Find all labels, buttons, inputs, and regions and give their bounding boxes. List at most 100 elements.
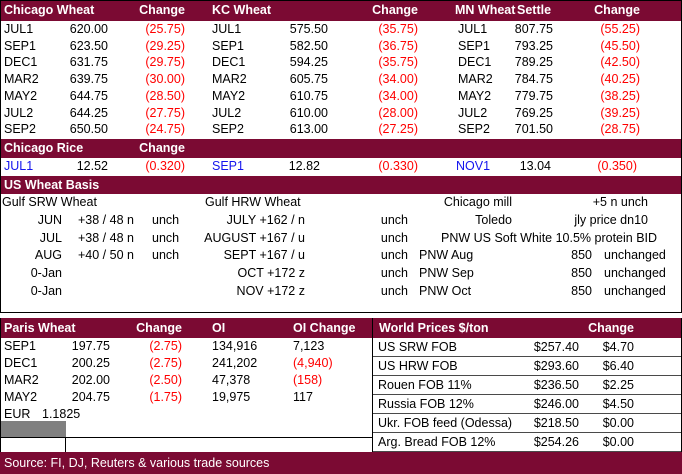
settle-cell: 701.50 xyxy=(514,122,553,137)
paris-title: Paris Wheat xyxy=(4,321,76,335)
oi-change-cell: 117 xyxy=(293,390,313,404)
world-header-band: World Prices $/ton Change xyxy=(373,318,681,338)
price-cell: 631.75 xyxy=(69,55,108,70)
table-row: SEP1 793.25 (45.50) xyxy=(455,38,682,55)
oi-cell: 19,975 xyxy=(212,390,251,404)
price-cell: $218.50 xyxy=(533,416,579,430)
mill-value: +5 n unch xyxy=(592,195,648,209)
change-cell: (42.50) xyxy=(600,55,640,70)
month-cell: JUL xyxy=(39,230,62,245)
contract-cell: DEC1 xyxy=(458,55,492,70)
price-cell: $236.50 xyxy=(533,378,579,392)
table-row: JUL2 644.25 (27.75) xyxy=(0,105,210,122)
contract-cell: MAY2 xyxy=(4,88,38,103)
table-row: MAY2 644.75 (28.50) xyxy=(0,88,210,105)
cash-value-cell: 850 xyxy=(571,248,592,263)
change-cell: (40.25) xyxy=(600,72,640,87)
paris-oi-header: OI xyxy=(212,321,226,335)
mn-wheat-title: MN Wheat xyxy=(455,3,516,17)
cash-value-cell: 850 xyxy=(571,283,592,298)
table-row: SEP1 197.75 (2.75) 134,916 7,123 xyxy=(0,338,373,355)
price-cell: 197.75 xyxy=(71,339,110,353)
settle-cell: 793.25 xyxy=(514,38,553,53)
contract-cell: JUL1 xyxy=(212,22,242,36)
month-cell: 0-Jan xyxy=(30,283,62,298)
table-row: Rouen FOB 11% $236.50 $2.25 xyxy=(373,376,681,395)
basis-header-band: US Wheat Basis xyxy=(0,176,682,194)
table-row: JUL2 610.00 (28.00) xyxy=(210,105,455,122)
futures-header-band: Chicago Wheat Change KC Wheat Change MN … xyxy=(0,0,682,21)
srw-basis-cell: +38 / 48 n xyxy=(78,230,134,245)
settle-cell: 807.75 xyxy=(514,22,553,36)
change-cell: (34.00) xyxy=(378,72,418,87)
price-cell: 620.00 xyxy=(69,22,108,36)
chicago-wheat-table: JUL1 620.00 (25.75) SEP1 623.50 (29.25) … xyxy=(0,21,210,138)
hrw-basis-cell: NOV +172 z xyxy=(236,283,305,298)
price-cell: 575.50 xyxy=(289,22,328,36)
oi-change-cell: 7,123 xyxy=(293,339,325,353)
table-row: JUL1 575.50 (35.75) xyxy=(210,21,455,38)
srw-change-cell: unch xyxy=(152,230,180,245)
cash-label-cell: PNW Oct xyxy=(419,283,472,298)
table-row: DEC1 594.25 (35.75) xyxy=(210,54,455,71)
change-cell: $0.00 xyxy=(602,435,634,449)
change-cell: (28.50) xyxy=(145,88,185,103)
chicago-wheat-title: Chicago Wheat xyxy=(4,3,95,17)
change-cell: (39.25) xyxy=(600,105,640,120)
settle-cell: 779.75 xyxy=(514,88,553,103)
table-row: MAY2 779.75 (38.25) xyxy=(455,88,682,105)
table-row: Arg. Bread FOB 12% $254.26 $0.00 xyxy=(373,433,681,452)
kc-change-header: Change xyxy=(372,3,418,17)
hrw-basis-cell: AUGUST +167 / u xyxy=(204,230,305,245)
cash-label-cell: PNW US Soft White 10.5% protein BID xyxy=(441,230,658,245)
contract-cell: JUL2 xyxy=(4,105,34,120)
basis-row: JUL +38 / 48 n unch AUGUST +167 / u unch… xyxy=(0,230,682,248)
world-change-header: Change xyxy=(588,321,634,335)
contract-cell: SEP1 xyxy=(4,339,36,353)
change-cell: $2.25 xyxy=(602,378,634,392)
price-cell: 610.75 xyxy=(289,88,328,103)
change-cell: (38.25) xyxy=(600,88,640,103)
contract-cell: DEC1 xyxy=(212,55,246,70)
eur-rate-value: 1.1825 xyxy=(42,407,81,421)
basis-row: 0-Jan OCT +172 z unch PNW Sep 850 unchan… xyxy=(0,265,682,283)
srw-change-cell: unch xyxy=(152,248,180,263)
price-cell: 605.75 xyxy=(289,72,328,87)
hrw-basis-cell: SEPT +167 / u xyxy=(223,248,305,263)
contract-cell: JUL2 xyxy=(458,105,488,120)
cash-value-cell: jly price dn10 xyxy=(574,212,648,227)
mn-settle-header: Settle xyxy=(517,3,552,17)
change-cell: (1.75) xyxy=(149,390,182,404)
mill-label: Chicago mill xyxy=(443,195,512,209)
price-cell: 202.00 xyxy=(71,373,110,387)
table-row: JUL1 807.75 (55.25) xyxy=(455,21,682,38)
change-cell: (2.50) xyxy=(149,373,182,387)
oi-cell: 241,202 xyxy=(212,356,258,370)
month-cell: AUG xyxy=(34,248,62,263)
table-row: DEC1 789.25 (42.50) xyxy=(455,54,682,71)
table-row: MAY2 204.75 (1.75) 19,975 117 xyxy=(0,389,373,406)
contract-cell: SEP2 xyxy=(458,122,490,137)
oi-change-cell: (4,940) xyxy=(293,356,333,370)
market-label-cell: US SRW FOB xyxy=(378,340,457,354)
change-cell: $0.00 xyxy=(602,416,634,430)
world-prices-table: World Prices $/ton Change US SRW FOB $25… xyxy=(372,318,682,452)
contract-cell: MAY2 xyxy=(4,390,38,404)
table-row: SEP1 623.50 (29.25) xyxy=(0,38,210,55)
change-cell: (2.75) xyxy=(149,339,182,353)
contract-cell: SEP1 xyxy=(212,38,244,53)
table-row: JUL2 769.25 (39.25) xyxy=(455,105,682,122)
hrw-basis-cell: OCT +172 z xyxy=(237,266,305,281)
rice-title: Chicago Rice xyxy=(4,141,84,155)
table-row: MAR2 784.75 (40.25) xyxy=(455,71,682,88)
contract-cell: MAR2 xyxy=(458,72,493,87)
price-cell: 623.50 xyxy=(69,38,108,53)
cell-border-line xyxy=(65,438,66,452)
paris-wheat-table: SEP1 197.75 (2.75) 134,916 7,123 DEC1 20… xyxy=(0,338,373,406)
contract-cell: SEP1 xyxy=(458,38,490,53)
world-title: World Prices $/ton xyxy=(379,321,489,335)
paris-header-band: Paris Wheat Change OI OI Change xyxy=(0,318,373,338)
rice-change-header: Change xyxy=(139,141,185,155)
source-band: Source: FI, DJ, Reuters & various trade … xyxy=(0,452,682,474)
